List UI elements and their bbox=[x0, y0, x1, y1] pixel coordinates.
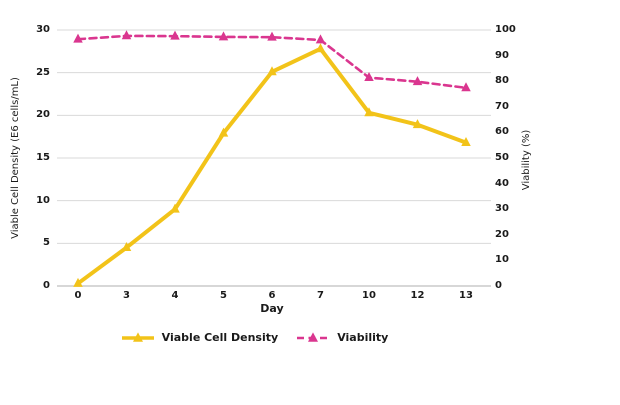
x-axis-title: Day bbox=[260, 302, 284, 315]
viability-marker bbox=[315, 34, 326, 44]
x-axis-tick: 10 bbox=[362, 290, 376, 301]
right-axis-tick: 50 bbox=[495, 152, 509, 163]
left-axis-title: Viable Cell Density (E6 cells/mL) bbox=[10, 77, 21, 239]
vcd-marker bbox=[121, 242, 132, 252]
vcd-marker bbox=[412, 119, 423, 129]
viability-marker bbox=[461, 82, 471, 92]
right-axis-tick: 90 bbox=[495, 49, 509, 61]
right-axis-tick: 60 bbox=[495, 126, 509, 138]
viability-marker bbox=[170, 30, 180, 40]
left-axis-tick: 25 bbox=[36, 66, 50, 78]
x-axis-tick: 3 bbox=[123, 290, 130, 301]
right-axis-title: Viability (%) bbox=[521, 129, 532, 191]
viability-marker bbox=[73, 33, 83, 43]
vcd-marker bbox=[218, 127, 229, 137]
left-axis-tick: 20 bbox=[36, 109, 50, 121]
left-axis-tick: 30 bbox=[36, 24, 50, 35]
x-axis-tick: 7 bbox=[317, 290, 324, 301]
viability-marker bbox=[364, 72, 374, 82]
right-axis-tick: 10 bbox=[495, 254, 509, 266]
right-axis-tick: 100 bbox=[495, 24, 516, 35]
dashed-line-swatch-icon bbox=[297, 332, 330, 342]
vcd-marker bbox=[315, 43, 326, 53]
right-axis-tick: 0 bbox=[495, 280, 502, 291]
x-axis-tick: 12 bbox=[410, 290, 425, 301]
right-axis-tick: 30 bbox=[495, 203, 509, 215]
right-axis-tick: 80 bbox=[495, 75, 509, 87]
vcd-marker bbox=[73, 277, 83, 287]
x-axis-tick: 0 bbox=[74, 290, 82, 301]
solid-line-swatch-icon bbox=[121, 332, 154, 342]
legend-label: Viability bbox=[337, 330, 389, 344]
x-axis-tick: 13 bbox=[459, 290, 473, 301]
viability-marker bbox=[412, 76, 423, 86]
x-axis-tick: 6 bbox=[268, 290, 276, 301]
viability-marker bbox=[121, 30, 132, 40]
right-axis-tick: 70 bbox=[495, 100, 509, 112]
viability-line bbox=[76, 34, 468, 90]
left-axis-tick: 15 bbox=[36, 152, 50, 163]
right-axis-tick: 20 bbox=[495, 228, 509, 240]
left-axis-tick: 0 bbox=[43, 280, 50, 291]
vcd-marker bbox=[170, 203, 180, 213]
right-axis-tick: 40 bbox=[495, 177, 509, 189]
vcd-marker bbox=[267, 66, 277, 76]
legend-item: Viable Cell Density bbox=[121, 330, 279, 344]
legend-item: Viability bbox=[296, 330, 388, 344]
triangle-marker-icon bbox=[132, 332, 143, 342]
x-axis-tick: 5 bbox=[220, 290, 227, 301]
viability-marker bbox=[267, 31, 277, 41]
vcd-line bbox=[76, 46, 468, 286]
vcd-marker bbox=[364, 107, 374, 117]
left-axis-tick: 5 bbox=[43, 237, 50, 249]
vcd-marker bbox=[461, 137, 471, 147]
viability-marker bbox=[218, 31, 229, 41]
x-axis-tick: 4 bbox=[171, 290, 179, 301]
legend: Viable Cell Density Viability bbox=[37, 328, 472, 346]
triangle-marker-icon bbox=[308, 332, 319, 342]
legend-label: Viable Cell Density bbox=[161, 330, 279, 344]
left-axis-tick: 10 bbox=[36, 194, 50, 206]
